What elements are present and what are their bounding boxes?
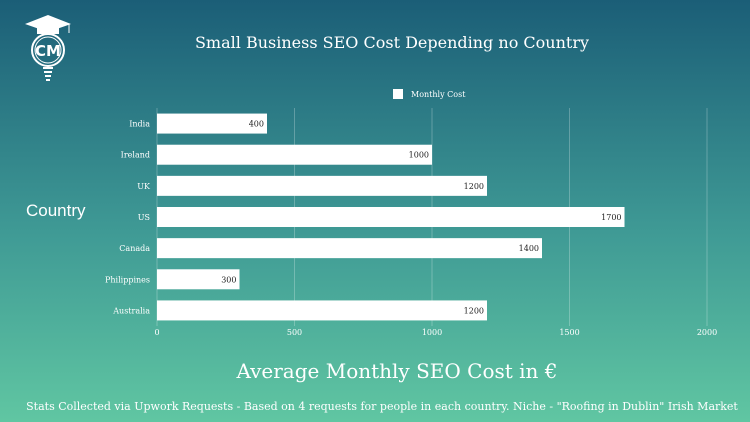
legend-swatch (393, 89, 403, 99)
x-tick-label: 500 (287, 328, 302, 337)
data-label: 1200 (464, 306, 484, 315)
y-tick-label: Philippines (105, 275, 150, 284)
bar (157, 113, 267, 134)
data-label: 1700 (601, 213, 621, 222)
x-tick-label: 2000 (697, 328, 717, 337)
footnote: Stats Collected via Upwork Requests - Ba… (26, 400, 738, 413)
data-label: 300 (221, 275, 236, 284)
bar (157, 175, 487, 196)
data-label: 400 (249, 120, 264, 129)
y-tick-label: India (129, 120, 150, 129)
chart-title: Small Business SEO Cost Depending no Cou… (194, 33, 590, 52)
x-tick-label: 0 (154, 328, 159, 337)
y-axis-label: Country (26, 201, 86, 220)
bar (157, 238, 542, 259)
bar (157, 207, 625, 227)
y-tick-label: Australia (112, 306, 150, 315)
bar (157, 144, 432, 165)
bar (157, 269, 240, 290)
legend: Monthly Cost (393, 89, 465, 99)
y-tick-label: US (138, 213, 150, 222)
x-tick-label: 1000 (422, 328, 442, 337)
legend-label: Monthly Cost (411, 89, 466, 99)
y-tick-label: Ireland (121, 151, 150, 160)
x-axis-label: Average Monthly SEO Cost in € (236, 359, 558, 383)
y-tick-label: Canada (119, 244, 150, 253)
y-tick-label: UK (137, 182, 151, 191)
data-label: 1400 (519, 244, 539, 253)
x-tick-label: 1500 (559, 328, 579, 337)
logo-icon: CM (25, 15, 71, 81)
data-label: 1200 (464, 182, 484, 191)
data-label: 1000 (409, 151, 429, 160)
svg-text:CM: CM (35, 42, 61, 60)
bar (157, 300, 487, 321)
